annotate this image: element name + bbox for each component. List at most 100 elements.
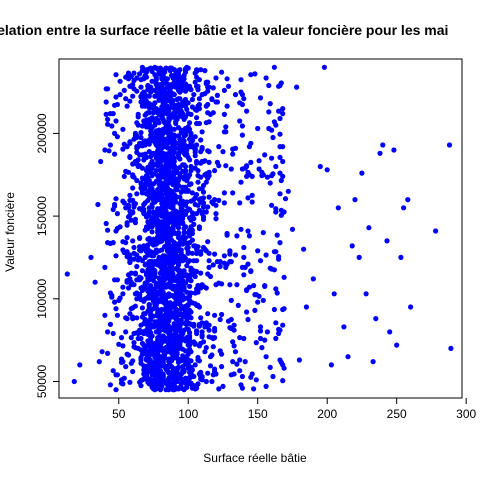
- data-point: [167, 272, 173, 278]
- data-point: [103, 111, 109, 117]
- data-point: [223, 124, 229, 130]
- data-point: [198, 196, 204, 202]
- data-point: [159, 355, 165, 361]
- data-point: [206, 264, 212, 270]
- data-point: [174, 370, 180, 376]
- data-point: [192, 79, 198, 85]
- data-point: [128, 360, 134, 366]
- data-point: [203, 248, 209, 254]
- data-point: [189, 250, 195, 256]
- data-point: [123, 74, 129, 80]
- data-point: [148, 89, 154, 95]
- data-point: [169, 262, 175, 268]
- data-point: [162, 227, 168, 233]
- data-point: [160, 253, 166, 259]
- data-point: [278, 212, 284, 218]
- data-point: [159, 363, 165, 369]
- data-point: [246, 233, 252, 239]
- data-point: [149, 224, 155, 230]
- data-point: [231, 327, 237, 333]
- data-point: [280, 111, 286, 117]
- data-point: [121, 87, 127, 93]
- data-point: [167, 200, 173, 206]
- data-point: [113, 118, 119, 124]
- data-point: [167, 212, 173, 218]
- data-point: [221, 200, 227, 206]
- data-point: [121, 375, 127, 381]
- data-point: [188, 163, 194, 170]
- data-point: [276, 108, 282, 114]
- data-point: [198, 137, 204, 143]
- data-point: [175, 152, 182, 158]
- data-point: [134, 263, 140, 270]
- data-point: [130, 368, 136, 375]
- data-point: [64, 271, 70, 277]
- x-axis-label: Surface réelle bâtie: [203, 451, 307, 465]
- data-point: [213, 211, 219, 217]
- data-point: [192, 134, 198, 140]
- data-point: [198, 270, 204, 276]
- data-point: [239, 166, 245, 172]
- data-point: [141, 211, 147, 217]
- data-point: [120, 198, 126, 204]
- data-point: [257, 95, 264, 101]
- data-point: [267, 364, 273, 370]
- data-point: [253, 340, 259, 346]
- data-point: [180, 313, 186, 319]
- data-point: [203, 171, 209, 177]
- data-point: [148, 338, 154, 344]
- data-point: [175, 230, 182, 236]
- data-point: [239, 92, 245, 98]
- data-point: [212, 168, 218, 174]
- data-point: [137, 152, 143, 158]
- data-point: [96, 359, 102, 365]
- data-point: [130, 161, 136, 167]
- data-point: [153, 81, 159, 87]
- data-point: [118, 335, 125, 341]
- data-point: [113, 228, 119, 234]
- data-point: [209, 378, 215, 385]
- data-point: [160, 203, 166, 209]
- data-point: [148, 187, 154, 194]
- data-point: [194, 268, 200, 275]
- data-point: [150, 253, 157, 259]
- data-point: [189, 96, 195, 103]
- data-point: [120, 284, 126, 290]
- data-point: [207, 363, 214, 369]
- data-point: [92, 279, 98, 285]
- data-point: [150, 134, 157, 140]
- data-point: [398, 254, 404, 260]
- data-point: [212, 197, 218, 203]
- data-point: [163, 91, 169, 97]
- data-point: [195, 87, 201, 93]
- data-point: [189, 385, 195, 391]
- data-point: [110, 330, 116, 337]
- data-point: [148, 65, 154, 71]
- data-point: [142, 95, 148, 101]
- data-point: [146, 149, 152, 155]
- data-point: [191, 221, 197, 227]
- data-point: [214, 92, 220, 98]
- data-point: [139, 190, 145, 196]
- data-point: [138, 357, 144, 363]
- data-point: [177, 136, 183, 142]
- data-point: [231, 343, 237, 349]
- data-point: [155, 291, 161, 297]
- data-point: [163, 209, 169, 215]
- data-point: [127, 140, 133, 146]
- data-point: [153, 197, 159, 203]
- data-point: [145, 324, 151, 330]
- data-point: [142, 151, 148, 157]
- data-point: [166, 115, 172, 121]
- data-point: [137, 295, 143, 301]
- data-point: [181, 268, 187, 274]
- data-point: [124, 103, 130, 109]
- data-point: [174, 316, 180, 322]
- data-point: [184, 289, 190, 295]
- data-point: [180, 101, 186, 107]
- data-point: [71, 378, 77, 385]
- data-point: [157, 193, 163, 199]
- data-point: [181, 127, 187, 133]
- data-point: [230, 190, 236, 196]
- data-point: [167, 98, 173, 104]
